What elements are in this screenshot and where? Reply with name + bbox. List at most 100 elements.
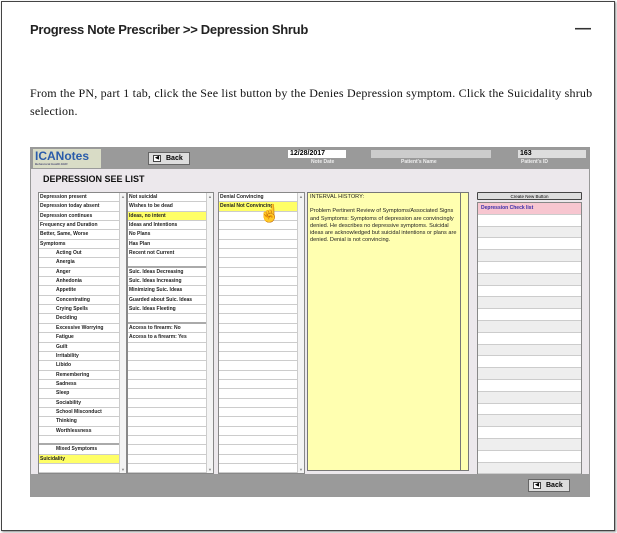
list-item[interactable]: [478, 415, 581, 428]
list-item[interactable]: [219, 417, 304, 427]
list-item[interactable]: [219, 455, 304, 464]
list-item[interactable]: [219, 212, 304, 222]
list-item[interactable]: [478, 333, 581, 345]
list-item[interactable]: [219, 399, 304, 408]
list-item[interactable]: [219, 296, 304, 306]
list-item[interactable]: Crying Spells: [39, 305, 126, 315]
list-item[interactable]: [219, 464, 304, 474]
list-item[interactable]: [128, 258, 213, 268]
list-item[interactable]: School Misconduct: [39, 408, 126, 418]
list-item[interactable]: [478, 238, 581, 251]
list-item[interactable]: Thinking: [39, 417, 126, 427]
list-item[interactable]: [219, 333, 304, 343]
list-item[interactable]: [478, 273, 581, 286]
list-item[interactable]: Access to firearm: No: [128, 324, 213, 334]
list-item[interactable]: Worthlessness: [39, 427, 126, 436]
list-item[interactable]: [219, 240, 304, 250]
list-item[interactable]: Not suicidal: [128, 193, 213, 203]
list-item[interactable]: [478, 320, 581, 333]
list-item[interactable]: [478, 427, 581, 439]
list-item[interactable]: Minimizing Suic. Ideas: [128, 286, 213, 296]
depression-checklist-button[interactable]: Depression Check list: [478, 203, 581, 215]
scrollbar[interactable]: ▲ ▼: [297, 193, 304, 474]
note-date-field[interactable]: 12/28/2017: [288, 150, 346, 158]
list-item[interactable]: [128, 314, 213, 324]
list-item[interactable]: [219, 380, 304, 390]
list-item[interactable]: [478, 344, 581, 357]
list-item[interactable]: Suic. Ideas Decreasing: [128, 268, 213, 278]
list-item[interactable]: [219, 277, 304, 287]
list-item[interactable]: [219, 427, 304, 436]
list-item[interactable]: [128, 436, 213, 446]
list-item[interactable]: [219, 305, 304, 315]
minimize-button[interactable]: —: [575, 20, 591, 37]
list-item[interactable]: [219, 408, 304, 418]
list-item[interactable]: Symptoms: [39, 240, 126, 250]
list-item[interactable]: [219, 371, 304, 380]
list-item[interactable]: Appetite: [39, 286, 126, 296]
list-item[interactable]: [128, 417, 213, 427]
back-button-bottom[interactable]: ◀ Back: [528, 479, 570, 492]
list-item[interactable]: Sadness: [39, 380, 126, 390]
list-item[interactable]: Ideas, no intent: [128, 211, 213, 222]
patient-id-field[interactable]: 163: [518, 150, 586, 158]
interval-history-textarea[interactable]: INTERVAL HISTORY: Problem Pertinent Revi…: [307, 192, 469, 471]
list-item[interactable]: Denial Convincing: [219, 193, 304, 203]
list-item[interactable]: [219, 361, 304, 371]
list-item[interactable]: [128, 361, 213, 371]
list-item[interactable]: [219, 258, 304, 268]
list-item[interactable]: Fatigue: [39, 333, 126, 343]
list-item[interactable]: [219, 268, 304, 278]
list-item[interactable]: [219, 343, 304, 352]
list-item[interactable]: [219, 352, 304, 362]
list-item[interactable]: Depression continues: [39, 212, 126, 222]
list-item[interactable]: Access to a firearm: Yes: [128, 333, 213, 343]
list-item[interactable]: [128, 371, 213, 380]
list-item[interactable]: Frequency and Duration: [39, 221, 126, 231]
list-item[interactable]: [478, 451, 581, 463]
list-item[interactable]: Depression present: [39, 193, 126, 203]
list-item[interactable]: Sociability: [39, 399, 126, 408]
list-item[interactable]: [478, 391, 581, 404]
list-item[interactable]: [478, 462, 581, 475]
list-item[interactable]: Remembering: [39, 371, 126, 380]
list-item[interactable]: Excessive Worrying: [39, 324, 126, 334]
list-item[interactable]: [128, 427, 213, 436]
list-item[interactable]: [128, 352, 213, 362]
scrollbar[interactable]: ▲ ▼: [206, 193, 213, 474]
list-item[interactable]: [478, 309, 581, 321]
list-item[interactable]: [478, 215, 581, 227]
list-item[interactable]: [128, 343, 213, 352]
list-item[interactable]: [128, 399, 213, 408]
list-item[interactable]: [478, 404, 581, 416]
list-item[interactable]: Concentrating: [39, 296, 126, 306]
list-item[interactable]: Better, Same, Worse: [39, 230, 126, 240]
list-item[interactable]: Irritability: [39, 352, 126, 362]
list-item[interactable]: [219, 221, 304, 231]
list-item[interactable]: Suicidality: [39, 454, 126, 464]
list-item[interactable]: [478, 380, 581, 392]
list-item[interactable]: Denial Not Convincing: [219, 202, 304, 212]
list-item[interactable]: [219, 314, 304, 324]
list-item[interactable]: [219, 389, 304, 399]
list-item[interactable]: [478, 286, 581, 298]
list-item[interactable]: [478, 297, 581, 310]
list-item[interactable]: No Plans: [128, 230, 213, 240]
list-item[interactable]: [478, 368, 581, 380]
list-item[interactable]: [39, 464, 126, 474]
list-item[interactable]: [219, 286, 304, 296]
list-item[interactable]: [128, 389, 213, 399]
list-item[interactable]: Anergia: [39, 258, 126, 268]
note-scrollbar[interactable]: [460, 193, 468, 470]
list-item[interactable]: Anger: [39, 268, 126, 278]
list-item[interactable]: [478, 226, 581, 239]
list-item[interactable]: Mixed Symptoms: [39, 445, 126, 455]
create-new-button[interactable]: Create New Button: [477, 192, 582, 200]
list-item[interactable]: [128, 464, 213, 474]
list-item[interactable]: [219, 230, 304, 240]
patient-name-field[interactable]: [371, 150, 491, 158]
list-item[interactable]: [478, 356, 581, 369]
list-item[interactable]: Sleep: [39, 389, 126, 399]
list-item[interactable]: Ideas and Intentions: [128, 221, 213, 231]
list-item[interactable]: [478, 262, 581, 274]
